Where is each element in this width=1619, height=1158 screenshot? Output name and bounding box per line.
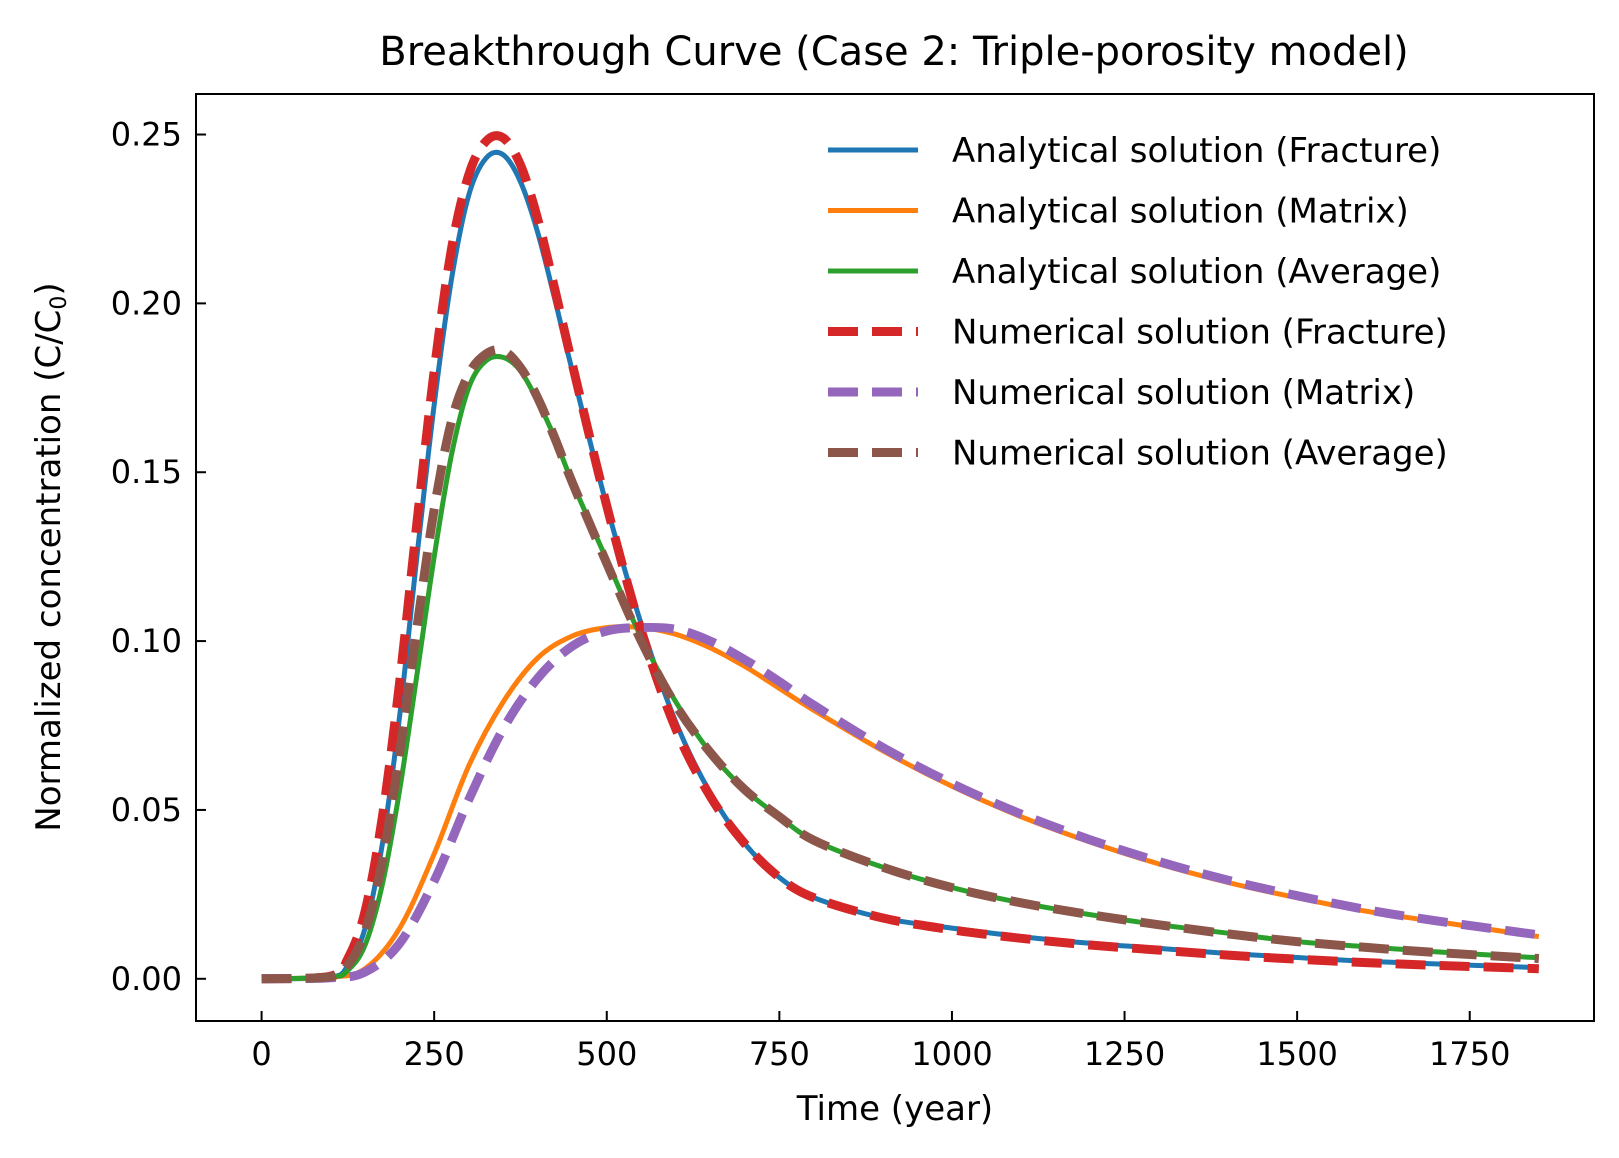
y-axis-label-main: Normalized concentration (C/C	[29, 310, 69, 832]
x-axis-label: Time (year)	[796, 1089, 993, 1129]
y-axis-label: Normalized concentration (C/C0)	[29, 282, 72, 831]
x-tick-label: 1500	[1256, 1035, 1337, 1073]
plot-frame	[195, 93, 1595, 1022]
legend-label: Analytical solution (Average)	[952, 252, 1441, 292]
y-tick-label: 0.05	[111, 791, 182, 829]
y-tick-label: 0.10	[111, 622, 182, 660]
x-tick-label: 1000	[911, 1035, 992, 1073]
legend-label: Analytical solution (Fracture)	[952, 131, 1441, 171]
legend-label: Analytical solution (Matrix)	[952, 192, 1409, 232]
legend-label: Numerical solution (Average)	[952, 434, 1448, 474]
y-tick-label: 0.00	[111, 960, 182, 998]
y-axis-label-close: )	[29, 282, 69, 295]
chart-title: Breakthrough Curve (Case 2: Triple-poros…	[379, 29, 1409, 75]
legend-label: Numerical solution (Fracture)	[952, 313, 1448, 353]
legend: Analytical solution (Fracture) Analytical…	[828, 131, 1448, 474]
y-tick-label: 0.15	[111, 453, 182, 491]
y-tick-label: 0.20	[111, 284, 182, 322]
x-tick-label: 1250	[1084, 1035, 1165, 1073]
series-line-numerical-solution-average	[261, 345, 1540, 984]
x-tick-label: 750	[749, 1035, 810, 1073]
x-tick-label: 250	[404, 1035, 465, 1073]
series-line-numerical-solution-matrix	[261, 622, 1540, 984]
x-tick-label: 500	[576, 1035, 637, 1073]
series-line-numerical-solution-fracture	[261, 131, 1539, 984]
x-tick-label: 1750	[1429, 1035, 1510, 1073]
series-layer	[261, 131, 1540, 984]
y-tick-label: 0.25	[111, 116, 182, 154]
axis-ticks: 0 250 500 750 1000 1250 1500 1750 0.00 0.05 0.10 0.…	[111, 116, 1511, 1073]
x-tick-label: 0	[251, 1035, 271, 1073]
legend-label: Numerical solution (Matrix)	[952, 373, 1415, 413]
series-line-analytical-solution-matrix	[261, 624, 1540, 982]
y-axis-label-subscript: 0	[47, 296, 72, 310]
